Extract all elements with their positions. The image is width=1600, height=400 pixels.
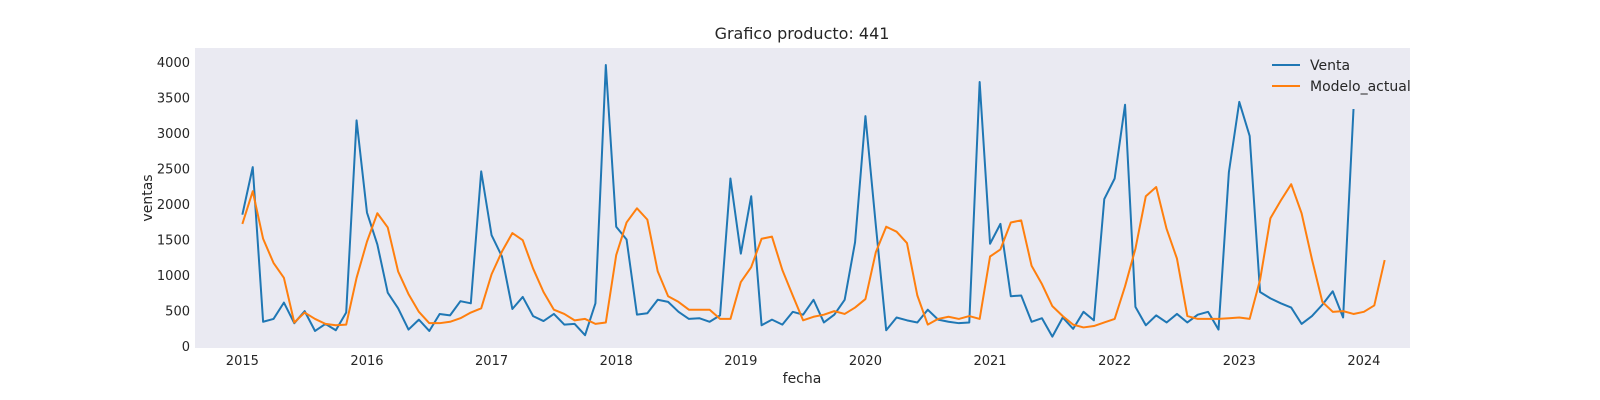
x-tick-label: 2017 bbox=[475, 354, 508, 369]
y-tick-label: 1000 bbox=[157, 269, 190, 284]
y-axis-label: ventas bbox=[140, 174, 156, 221]
y-tick-label: 500 bbox=[165, 304, 190, 319]
series-line-venta bbox=[241, 64, 1355, 338]
x-axis-label: fecha bbox=[783, 371, 822, 387]
y-tick-label: 4000 bbox=[157, 56, 190, 71]
chart-title: Grafico producto: 441 bbox=[715, 24, 890, 43]
y-tick-label: 3500 bbox=[157, 92, 190, 107]
x-tick-label: 2022 bbox=[1098, 354, 1131, 369]
x-tick-label: 2016 bbox=[350, 354, 383, 369]
x-tick-label: 2024 bbox=[1347, 354, 1380, 369]
y-tick-label: 1500 bbox=[157, 233, 190, 248]
y-tick-label: 0 bbox=[182, 340, 190, 355]
x-tick-label: 2020 bbox=[849, 354, 882, 369]
series-line-modelo-actual bbox=[241, 183, 1386, 329]
plot-background bbox=[195, 48, 1410, 348]
x-tick-label: 2015 bbox=[226, 354, 259, 369]
legend-label-venta: Venta bbox=[1310, 58, 1350, 74]
x-tick-label: 2019 bbox=[724, 354, 757, 369]
y-tick-label: 2000 bbox=[157, 198, 190, 213]
x-tick-label: 2023 bbox=[1223, 354, 1256, 369]
y-tick-label: 2500 bbox=[157, 163, 190, 178]
y-tick-label: 3000 bbox=[157, 127, 190, 142]
legend: Venta Modelo_actual bbox=[1272, 58, 1411, 95]
x-tick-label: 2021 bbox=[973, 354, 1006, 369]
legend-label-modelo-actual: Modelo_actual bbox=[1310, 79, 1411, 95]
x-tick-label: 2018 bbox=[600, 354, 633, 369]
